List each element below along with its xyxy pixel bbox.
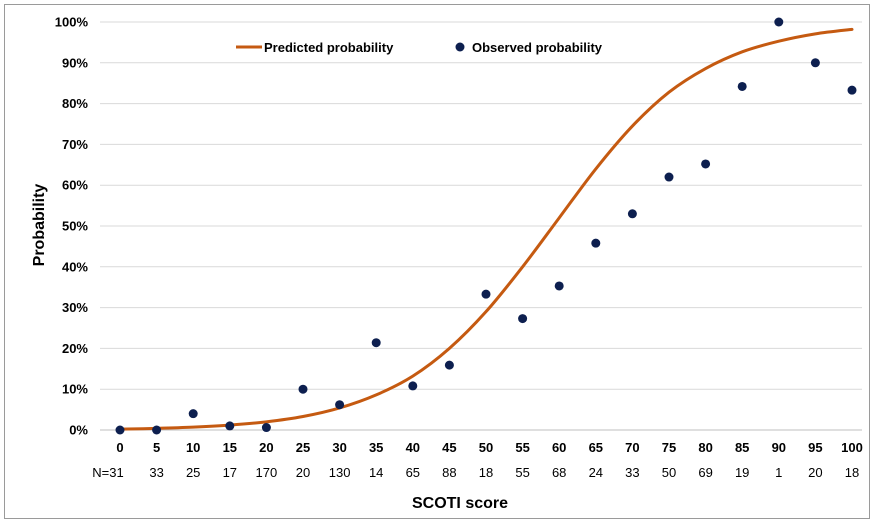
y-tick-label: 10% xyxy=(62,382,88,397)
x-tick-labels: 0 5 10 15 20 25 30 35 40 45 50 55 60 65 70 75 80 85 90 95 10… xyxy=(116,440,862,455)
x-axis-title: SCOTI score xyxy=(412,495,508,512)
legend-predicted-label: Predicted probability xyxy=(264,40,394,55)
y-tick-label: 20% xyxy=(62,341,88,356)
y-tick-label: 90% xyxy=(62,55,88,70)
predicted-probability-line xyxy=(118,27,854,431)
predicted-probability-series xyxy=(118,27,854,431)
x-tick-label: 15 xyxy=(223,440,237,455)
observed-point xyxy=(261,423,271,433)
observed-point xyxy=(152,425,162,435)
sample-size-label: 65 xyxy=(406,465,420,480)
sample-size-label: 88 xyxy=(442,465,456,480)
observed-point xyxy=(225,421,235,431)
x-tick-label: 95 xyxy=(808,440,822,455)
observed-point xyxy=(408,381,418,391)
x-tick-label: 60 xyxy=(552,440,566,455)
sample-size-labels: N=31 33 25 17 170 20 130 14 65 88 18 55 68 24 33 50 69 19… xyxy=(92,465,859,480)
observed-point xyxy=(591,238,601,248)
x-tick-label: 65 xyxy=(589,440,603,455)
x-tick-label: 55 xyxy=(515,440,529,455)
observed-point xyxy=(664,172,674,182)
sample-size-label: 18 xyxy=(479,465,493,480)
x-tick-label: 25 xyxy=(296,440,310,455)
x-tick-label: 100 xyxy=(841,440,863,455)
sample-size-label: 17 xyxy=(223,465,237,480)
observed-point xyxy=(774,17,784,27)
y-tick-label: 0% xyxy=(69,423,88,438)
y-tick-label: 60% xyxy=(62,178,88,193)
observed-probability-series xyxy=(115,17,857,435)
x-tick-label: 35 xyxy=(369,440,383,455)
y-axis-title: Probability xyxy=(31,184,48,267)
y-tick-labels: 0% 10% 20% 30% 40% 50% 60% 70% 80% 90% 100% xyxy=(55,15,89,438)
gridlines xyxy=(100,21,862,431)
sample-size-label: 68 xyxy=(552,465,566,480)
observed-point xyxy=(810,58,820,68)
sample-size-label: 33 xyxy=(625,465,639,480)
observed-point xyxy=(737,81,747,91)
x-tick-label: 30 xyxy=(332,440,346,455)
x-tick-label: 5 xyxy=(153,440,160,455)
sample-size-label: 170 xyxy=(256,465,278,480)
legend-observed-swatch xyxy=(455,42,465,52)
observed-point xyxy=(481,289,491,299)
observed-point xyxy=(371,338,381,348)
sample-size-label: 19 xyxy=(735,465,749,480)
x-tick-label: 85 xyxy=(735,440,749,455)
observed-point xyxy=(188,409,198,419)
sample-size-label: 18 xyxy=(845,465,859,480)
y-tick-label: 50% xyxy=(62,219,88,234)
sample-size-label: 55 xyxy=(515,465,529,480)
x-tick-label: 70 xyxy=(625,440,639,455)
x-tick-label: 10 xyxy=(186,440,200,455)
observed-point xyxy=(115,425,125,435)
x-tick-label: 50 xyxy=(479,440,493,455)
x-tick-label: 75 xyxy=(662,440,676,455)
observed-point xyxy=(335,400,345,410)
observed-point xyxy=(518,314,528,324)
x-tick-label: 80 xyxy=(698,440,712,455)
x-tick-label: 45 xyxy=(442,440,456,455)
y-tick-label: 40% xyxy=(62,259,88,274)
observed-point xyxy=(444,360,454,370)
observed-point xyxy=(847,85,857,95)
sample-size-label: 25 xyxy=(186,465,200,480)
observed-point xyxy=(627,209,637,219)
sample-size-label: 50 xyxy=(662,465,676,480)
observed-point xyxy=(554,281,564,291)
x-tick-label: 90 xyxy=(772,440,786,455)
y-tick-label: 30% xyxy=(62,300,88,315)
legend: Predicted probability Observed probabili… xyxy=(236,40,603,55)
x-tick-label: 40 xyxy=(406,440,420,455)
sample-size-label: 33 xyxy=(149,465,163,480)
sample-size-label: 1 xyxy=(775,465,782,480)
sample-size-label: 14 xyxy=(369,465,383,480)
sample-size-label: 20 xyxy=(296,465,310,480)
sample-size-label: 69 xyxy=(698,465,712,480)
sample-size-label: N=31 xyxy=(92,465,123,480)
y-tick-label: 70% xyxy=(62,137,88,152)
x-tick-label: 20 xyxy=(259,440,273,455)
observed-point xyxy=(298,384,308,394)
chart-frame xyxy=(4,4,870,519)
observed-point xyxy=(701,159,711,169)
sample-size-label: 24 xyxy=(589,465,603,480)
y-tick-label: 100% xyxy=(55,15,89,30)
sample-size-label: 130 xyxy=(329,465,351,480)
x-tick-label: 0 xyxy=(116,440,123,455)
y-tick-label: 80% xyxy=(62,96,88,111)
sample-size-label: 20 xyxy=(808,465,822,480)
legend-observed-label: Observed probability xyxy=(472,40,603,55)
